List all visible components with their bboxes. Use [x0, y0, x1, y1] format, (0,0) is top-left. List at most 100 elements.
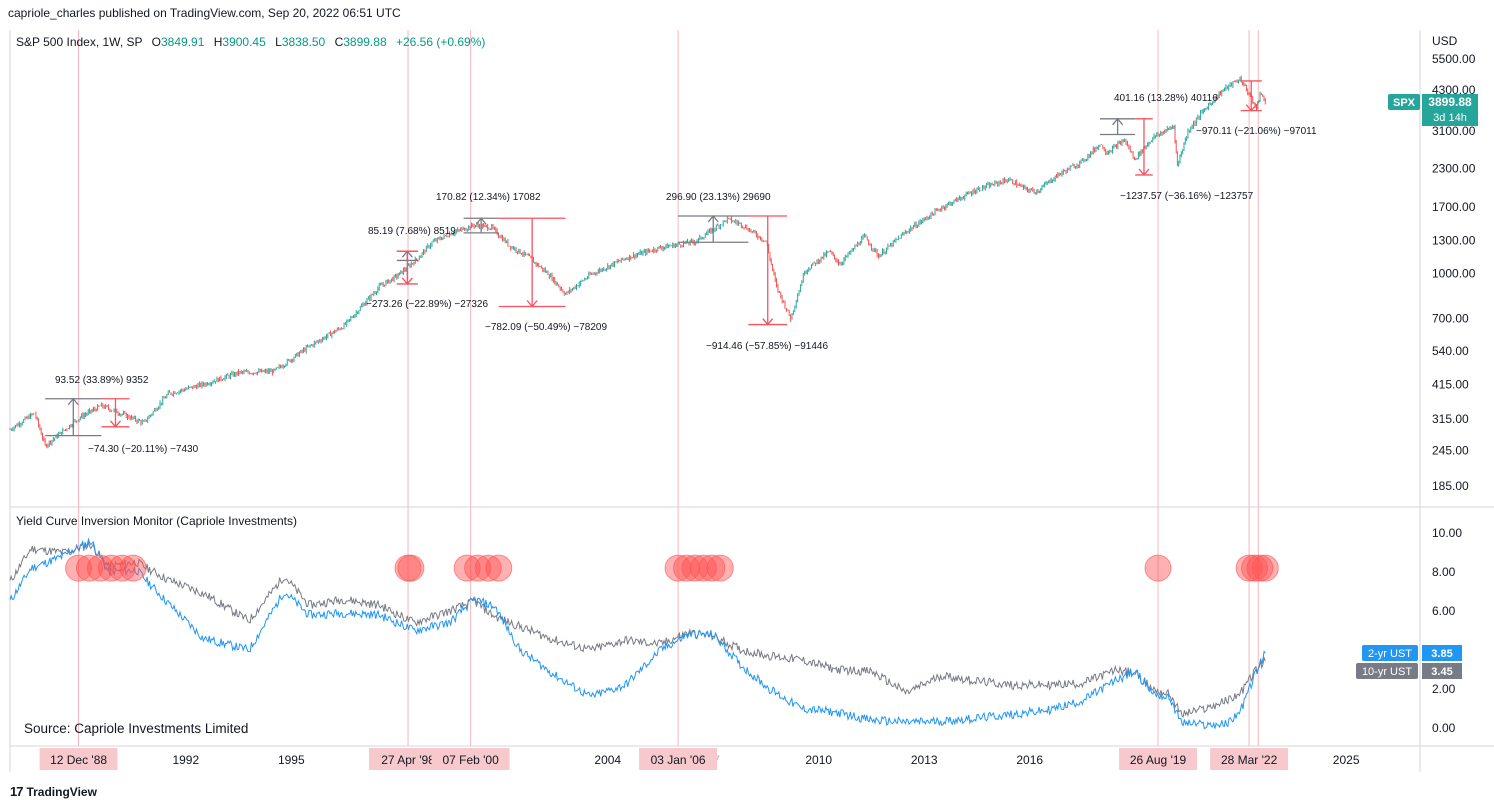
- footer-brand[interactable]: 17 TradingView: [10, 784, 97, 799]
- currency-label: USD: [1432, 34, 1458, 48]
- ust2-badge: 2-yr UST 3.85: [1362, 645, 1462, 661]
- ust10-label-bg: [1356, 663, 1418, 679]
- badge-symbol: SPX: [1393, 97, 1416, 109]
- price-tick-label: 3100.00: [1432, 124, 1476, 138]
- inversion-marker: [397, 554, 425, 582]
- price-tick-label: 315.00: [1432, 412, 1469, 426]
- measure-arrow: [109, 420, 121, 428]
- price-axis[interactable]: 5500.00 4300.00 3100.00 2300.00 1700.00 1300.…: [1432, 52, 1476, 493]
- badge-symbol-bg: [1388, 94, 1420, 110]
- measure-arrow: [707, 214, 719, 223]
- ust10-line: [9, 540, 1266, 718]
- time-highlight-bg: [369, 748, 448, 770]
- symbol-label: S&P 500 Index, 1W, SP: [16, 35, 143, 49]
- chart-canvas[interactable]: 93.52 (33.89%) 9352 −74.30 (−20.11%) −743…: [0, 24, 1494, 784]
- low-prefix: L: [275, 35, 282, 49]
- time-tick-label: 2004: [594, 753, 621, 767]
- ust2-value: 3.85: [1431, 648, 1452, 660]
- price-tick-label: 540.00: [1432, 344, 1469, 358]
- high-value: 3900.45: [222, 35, 266, 49]
- close-value: 3899.88: [343, 35, 387, 49]
- brand-label: TradingView: [26, 784, 97, 799]
- measurement-label: 85.19 (7.68%) 8519: [368, 226, 456, 237]
- time-tick-label: 2010: [805, 753, 832, 767]
- inversion-marker: [86, 554, 114, 582]
- ust2-label: 2-yr UST: [1368, 648, 1412, 660]
- badge-countdown: 3d 14h: [1433, 112, 1467, 124]
- time-axis[interactable]: 19921995200420102013201620250107202212 D…: [39, 748, 1360, 770]
- time-highlight-label: 12 Dec '88: [50, 753, 107, 767]
- price-tick-label: 415.00: [1432, 377, 1469, 391]
- inversion-marker: [485, 554, 513, 582]
- ust2-label-bg: [1362, 645, 1418, 661]
- tradingview-logo-icon: 17: [10, 784, 24, 799]
- inversion-markers: [65, 554, 1279, 582]
- inversion-marker: [1246, 554, 1274, 582]
- time-highlight-bg: [39, 748, 118, 770]
- inversion-marker: [97, 554, 125, 582]
- measure-arrow: [526, 300, 538, 308]
- measurement-label: 93.52 (33.89%) 9352: [55, 375, 149, 386]
- indicator-pane[interactable]: [10, 508, 1420, 745]
- source-label: Source: Capriole Investments Limited: [24, 721, 248, 736]
- price-tick-label: 245.00: [1432, 444, 1469, 458]
- measurement-label: −1237.57 (−36.16%) −123757: [1120, 191, 1254, 202]
- measure-arrow: [475, 217, 487, 225]
- indicator-tick-label: 0.00: [1432, 721, 1456, 735]
- indicator-axis[interactable]: 10.00 8.00 6.00 2.00 0.00: [1432, 526, 1462, 735]
- time-tick-label: 2013: [911, 753, 938, 767]
- ust2-value-bg: [1422, 645, 1462, 661]
- measure-arrow: [67, 397, 79, 406]
- time-highlight-label: 03 Jan '06: [651, 753, 706, 767]
- price-tick-label: 2300.00: [1432, 162, 1476, 176]
- inversion-marker: [1144, 554, 1172, 582]
- inversion-marker: [464, 554, 492, 582]
- price-pane[interactable]: [10, 30, 1420, 506]
- high-prefix: H: [214, 35, 223, 49]
- price-tick-label: 4300.00: [1432, 83, 1476, 97]
- publication-header: capriole_charles published on TradingVie…: [8, 6, 401, 20]
- measurement-label: 401.16 (13.28%) 40116: [1114, 93, 1218, 104]
- time-highlight-bg: [431, 748, 510, 770]
- measure-arrow: [1138, 168, 1150, 176]
- inversion-marker: [474, 554, 502, 582]
- inversion-marker: [664, 554, 692, 582]
- inversion-marker: [453, 554, 481, 582]
- measure-arrow: [762, 318, 774, 326]
- time-highlight-label: 28 Mar '22: [1221, 753, 1278, 767]
- ust10-value: 3.45: [1431, 666, 1452, 678]
- measurement-label: 296.90 (23.13%) 29690: [666, 192, 771, 203]
- indicator-title: Yield Curve Inversion Monitor (Capriole …: [16, 514, 297, 528]
- time-tick-label: 1992: [172, 753, 199, 767]
- badge-price: 3899.88: [1428, 95, 1472, 109]
- ust10-badge: 10-yr UST 3.45: [1356, 663, 1462, 679]
- inversion-marker: [75, 554, 103, 582]
- inversion-marker: [681, 554, 709, 582]
- measurement-label: −914.46 (−57.85%) −91446: [706, 341, 828, 352]
- measure-arrow: [1112, 117, 1124, 126]
- measurement-tools: 93.52 (33.89%) 9352 −74.30 (−20.11%) −743…: [45, 80, 1317, 455]
- close-prefix: C: [335, 35, 344, 49]
- measure-arrow: [401, 277, 413, 285]
- yield-series: [9, 537, 1266, 730]
- price-series: [9, 75, 1266, 449]
- time-tick-label: 2025: [1333, 753, 1360, 767]
- measurement-label: 170.82 (12.34%) 17082: [436, 192, 541, 203]
- price-tick-label: 5500.00: [1432, 52, 1476, 66]
- inversion-marker: [1235, 554, 1263, 582]
- open-value: 3849.91: [161, 35, 205, 49]
- price-tick-label: 1300.00: [1432, 234, 1476, 248]
- time-highlight-bg: [1119, 748, 1198, 770]
- price-tick-label: 1000.00: [1432, 267, 1476, 281]
- price-tick-label: 1700.00: [1432, 200, 1476, 214]
- change-value: +26.56 (+0.69%): [396, 35, 485, 49]
- inversion-marker: [1241, 554, 1269, 582]
- time-highlight-label: 27 Apr '98: [381, 753, 435, 767]
- inversion-marker: [698, 554, 726, 582]
- indicator-tick-label: 6.00: [1432, 604, 1456, 618]
- open-prefix: O: [152, 35, 161, 49]
- measurement-label: −970.11 (−21.06%) −97011: [1196, 126, 1317, 137]
- indicator-tick-label: 10.00: [1432, 526, 1462, 540]
- time-highlight-label: 26 Aug '19: [1130, 753, 1187, 767]
- measurement-label: −74.30 (−20.11%) −7430: [88, 444, 199, 455]
